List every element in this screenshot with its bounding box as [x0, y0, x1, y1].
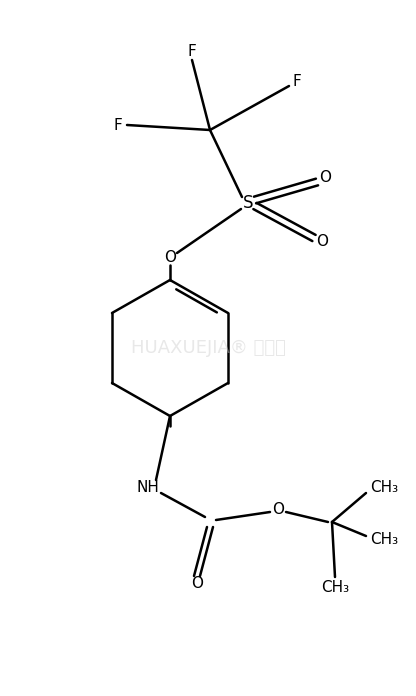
Text: CH₃: CH₃: [321, 580, 349, 594]
Text: F: F: [114, 118, 122, 132]
Text: O: O: [272, 503, 284, 518]
Text: O: O: [319, 171, 331, 186]
Text: CH₃: CH₃: [370, 480, 398, 496]
Text: NH: NH: [136, 480, 159, 496]
Text: O: O: [164, 251, 176, 265]
Text: O: O: [316, 235, 328, 249]
Text: CH₃: CH₃: [370, 532, 398, 548]
Text: HUAXUEJIA® 化学加: HUAXUEJIA® 化学加: [131, 339, 285, 357]
Text: F: F: [292, 74, 301, 90]
Text: O: O: [191, 576, 203, 592]
Text: S: S: [243, 194, 253, 212]
Text: F: F: [188, 45, 196, 59]
